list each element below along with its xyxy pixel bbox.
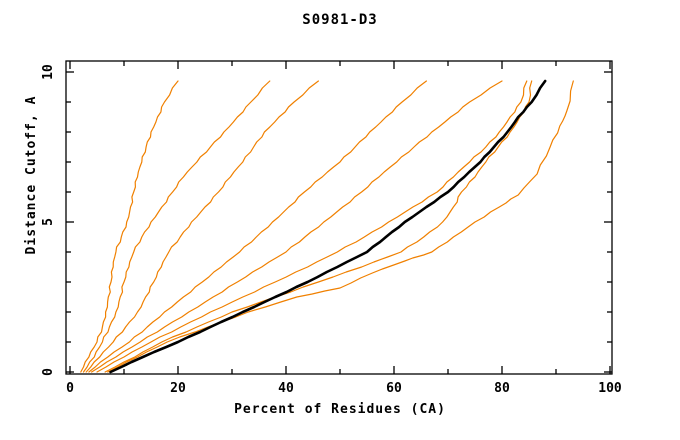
y-tick-label: 10	[41, 64, 56, 80]
x-tick-label: 0	[66, 381, 74, 396]
curve-model-1	[80, 80, 179, 373]
curve-highlighted-model	[109, 79, 547, 374]
plot-frame	[65, 60, 613, 375]
model-curves	[80, 79, 574, 374]
x-tick-label: 40	[278, 381, 294, 396]
x-tick-label: 60	[386, 381, 402, 396]
tick-labels: 0 20 40 60 80 100 0 5 10	[41, 64, 622, 396]
axis-ticks	[66, 61, 612, 374]
curve-model-2	[82, 80, 271, 373]
y-tick-label: 0	[41, 368, 56, 376]
x-tick-label: 100	[598, 381, 622, 396]
x-axis-title: Percent of Residues (CA)	[234, 402, 446, 417]
curve-model-5	[90, 80, 503, 373]
x-tick-label: 80	[494, 381, 510, 396]
x-tick-label: 20	[170, 381, 186, 396]
curve-model-6	[96, 80, 528, 373]
curve-model-3	[85, 80, 319, 373]
chart-title: S0981-D3	[302, 12, 378, 28]
y-tick-label: 5	[41, 218, 56, 226]
curve-model-7	[104, 80, 533, 373]
frame-rect	[65, 60, 613, 375]
curve-model-4	[88, 80, 427, 373]
